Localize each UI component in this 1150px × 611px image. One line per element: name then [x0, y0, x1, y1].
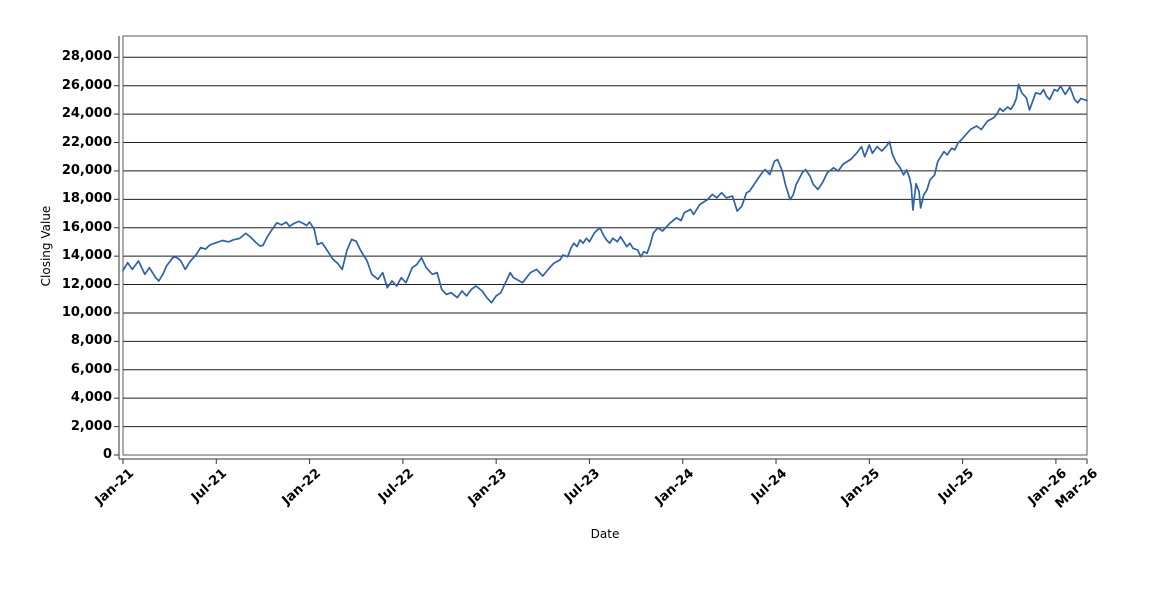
- y-tick-label: 2,000: [70, 418, 112, 434]
- y-tick-label: 22,000: [61, 134, 112, 150]
- y-tick-label: 8,000: [70, 333, 112, 349]
- y-tick-label: 18,000: [61, 191, 112, 207]
- y-tick-label: 6,000: [70, 361, 112, 377]
- series-line-closing-value: [122, 83, 1088, 304]
- y-axis-title: Closing Value: [39, 205, 53, 287]
- plot-border: [122, 35, 1088, 456]
- y-tick-label: 16,000: [61, 219, 112, 235]
- y-tick-label: 12,000: [61, 276, 112, 292]
- y-tick-label: 10,000: [61, 304, 112, 320]
- y-tick-label: 20,000: [61, 162, 112, 178]
- y-tick-label: 28,000: [61, 49, 112, 65]
- y-tick-label: 4,000: [70, 390, 112, 406]
- y-tick-label: 0: [102, 447, 112, 462]
- y-tick-label: 14,000: [61, 248, 112, 264]
- y-tick-label: 26,000: [61, 77, 112, 93]
- y-tick-label: 24,000: [61, 106, 112, 122]
- x-axis-title: Date: [590, 527, 620, 541]
